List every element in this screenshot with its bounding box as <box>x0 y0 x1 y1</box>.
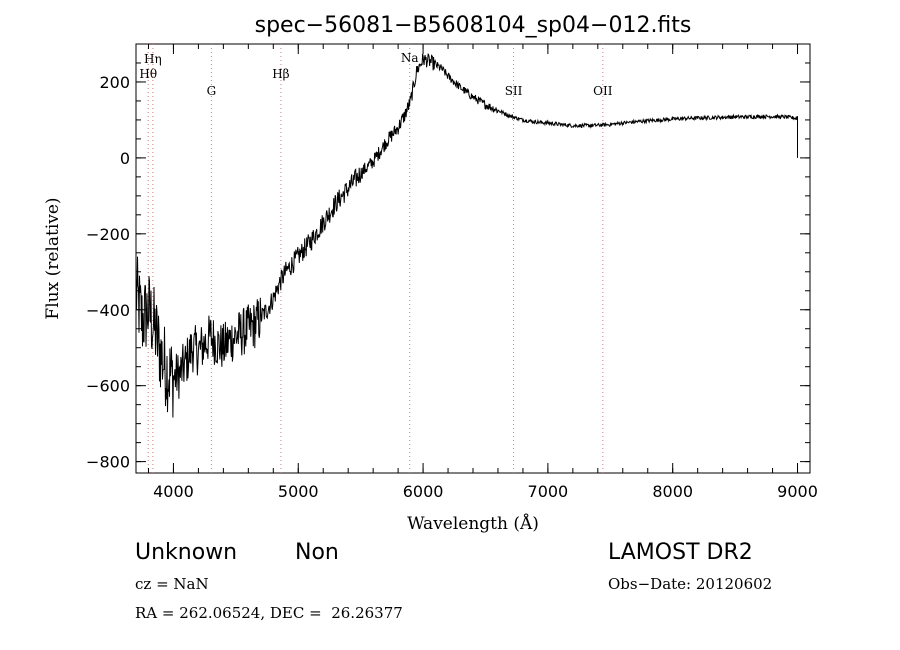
coords-text: RA = 262.06524, DEC = 26.26377 <box>135 604 403 622</box>
x-tick-label: 7000 <box>528 482 569 501</box>
chart-title: spec−56081−B5608104_sp04−012.fits <box>255 13 692 38</box>
class-label: Unknown <box>135 540 238 565</box>
y-axis-label: Flux (relative) <box>43 197 63 319</box>
x-tick-label: 8000 <box>652 482 693 501</box>
spectrum-series-line <box>135 53 798 418</box>
spectral-line-label: Hη <box>144 52 162 66</box>
y-tick-label: 0 <box>120 149 130 168</box>
obs-date-text: Obs−Date: 20120602 <box>608 575 773 593</box>
y-tick-label: −200 <box>86 225 130 244</box>
cz-text: cz = NaN <box>135 575 209 593</box>
y-tick-label: −400 <box>86 301 130 320</box>
survey-label: LAMOST DR2 <box>608 540 753 565</box>
spectral-line-label: G <box>207 84 217 98</box>
x-tick-label: 4000 <box>153 482 194 501</box>
plot-frame <box>135 43 811 474</box>
spectral-line-label: Hβ <box>272 67 289 81</box>
y-tick-label: 200 <box>99 73 130 92</box>
spectral-line-label: OII <box>593 84 613 98</box>
x-tick-label: 6000 <box>403 482 444 501</box>
x-tick-label: 9000 <box>777 482 818 501</box>
spectral-line-label: Na <box>401 51 419 65</box>
spectral-line-label: SII <box>505 84 523 98</box>
x-tick-label: 5000 <box>278 482 319 501</box>
spectral-line-label: Hθ <box>139 67 157 81</box>
y-tick-label: −600 <box>86 377 130 396</box>
y-tick-label: −800 <box>86 453 130 472</box>
subclass-label: Non <box>295 540 339 565</box>
x-axis-label: Wavelength (Å) <box>407 513 539 534</box>
